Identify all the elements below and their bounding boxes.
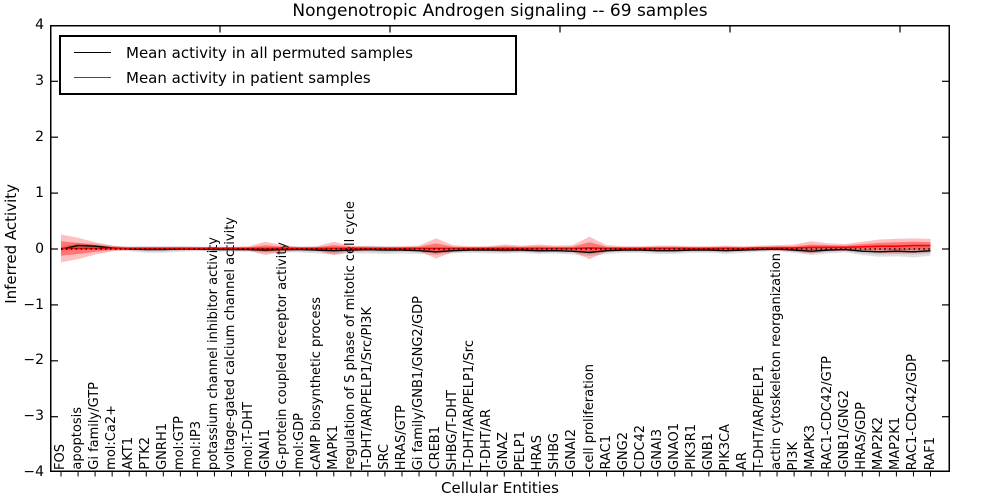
chart-title: Nongenotropic Androgen signaling -- 69 s… [292, 1, 708, 21]
permuted-mean-line [60, 244, 931, 254]
legend: Mean activity in all permuted samples Mea… [59, 35, 517, 95]
legend-line-sample [74, 52, 111, 53]
y-tick-label: 1 [35, 184, 44, 201]
permuted-range-band-inner [61, 244, 931, 255]
y-tick-label: −3 [23, 408, 44, 425]
y-tick-label: 0 [35, 240, 44, 257]
legend-label: Mean activity in all permuted samples [126, 43, 413, 62]
plot-area [50, 25, 950, 477]
patient-mean-line [61, 244, 931, 250]
plot-border [50, 25, 950, 472]
y-tick-label: 2 [35, 128, 44, 145]
legend-label: Mean activity in patient samples [126, 68, 371, 87]
y-tick-label: −2 [23, 352, 44, 369]
y-tick-label: 3 [35, 72, 44, 89]
y-tick-label: −4 [23, 464, 44, 481]
y-tick-label: −1 [23, 296, 44, 313]
x-axis-label: Cellular Entities [441, 479, 559, 497]
chart-svg [50, 25, 950, 477]
legend-entry: Mean activity in all permuted samples [74, 40, 515, 65]
y-tick-label: 4 [35, 17, 44, 33]
legend-entry: Mean activity in patient samples [74, 65, 515, 90]
legend-line-sample [74, 77, 111, 78]
